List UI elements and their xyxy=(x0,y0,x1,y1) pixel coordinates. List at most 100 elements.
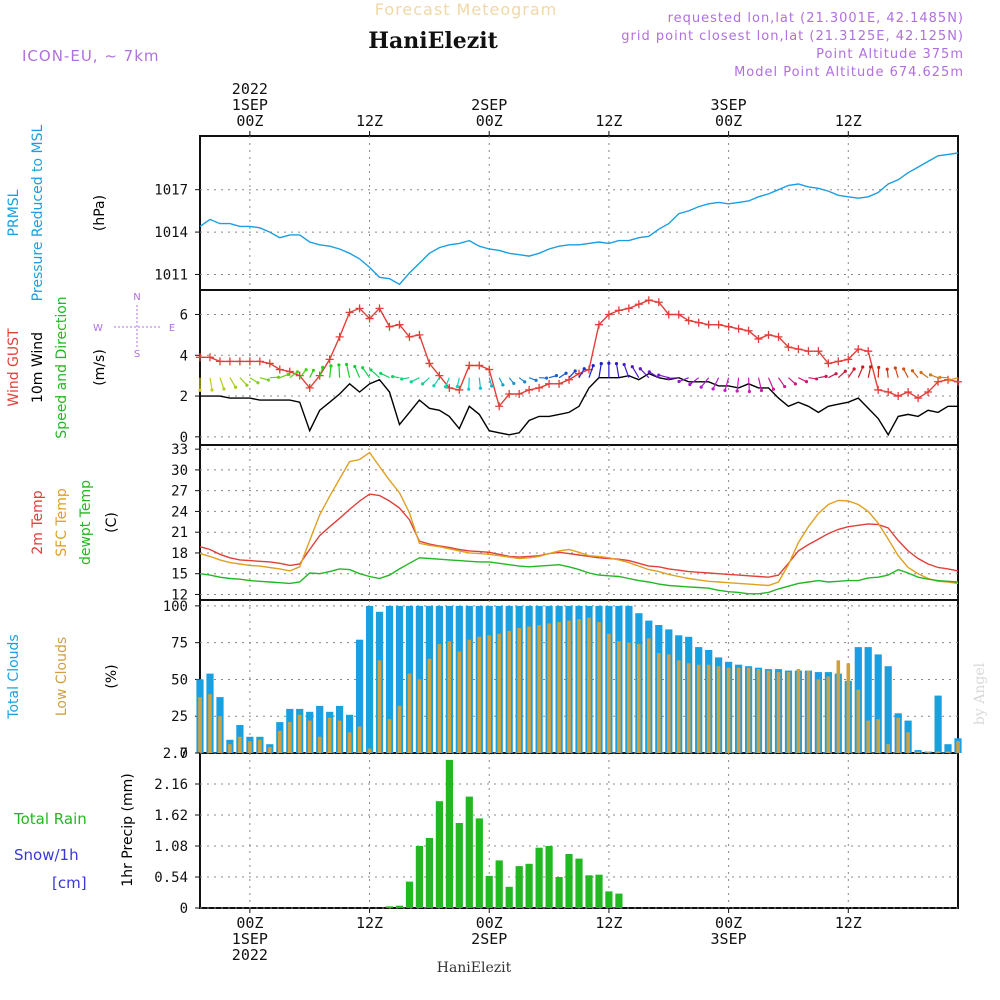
ytick-label-temp-1: 15 xyxy=(171,567,188,583)
gust-point-1 xyxy=(205,353,214,362)
gust-point-35 xyxy=(545,379,554,388)
wind-barb-28 xyxy=(478,377,482,389)
gust-point-43 xyxy=(624,304,633,313)
panel-frame-pressure xyxy=(199,135,959,291)
wind-barb-head-72 xyxy=(910,369,915,373)
bar-clouds-1-24 xyxy=(437,644,442,753)
bar-clouds-1-52 xyxy=(716,666,721,753)
wind-barb-51 xyxy=(700,377,710,388)
gust-point-74 xyxy=(934,377,943,386)
bar-clouds-1-71 xyxy=(906,732,910,753)
wind-barb-71 xyxy=(903,368,909,378)
wind-barb-43 xyxy=(623,364,630,378)
wind-barb-head-74 xyxy=(928,373,933,377)
top-tick-label-0-0: 2022 xyxy=(232,80,268,98)
bar-clouds-1-64 xyxy=(836,660,841,753)
bar-clouds-1-58 xyxy=(776,672,781,753)
wind-barb-head-19 xyxy=(379,371,383,375)
bar-clouds-1-66 xyxy=(856,689,861,753)
bar-clouds-0-67 xyxy=(864,647,872,753)
wind-barb-head-76 xyxy=(948,378,952,382)
footer-location: HaniElezit xyxy=(437,960,512,976)
wind-barb-head-69 xyxy=(885,367,889,371)
wind-barb-48 xyxy=(668,377,679,379)
gust-point-4 xyxy=(235,357,244,366)
gust-point-20 xyxy=(395,320,404,329)
series-temp-1 xyxy=(199,451,959,587)
wind-barb-head-27 xyxy=(467,387,471,391)
wind-barb-head-24 xyxy=(432,384,436,388)
wind-barb-head-0 xyxy=(198,388,202,392)
bar-clouds-1-57 xyxy=(766,670,771,753)
wind-barb-66 xyxy=(857,366,864,378)
bar-clouds-1-1 xyxy=(208,694,212,753)
wind-barb-head-68 xyxy=(877,365,881,370)
wind-barb-head-22 xyxy=(409,380,413,384)
gust-point-63 xyxy=(824,359,833,368)
gust-point-64 xyxy=(834,357,843,366)
top-title: Forecast Meteogram xyxy=(375,0,557,19)
bar-clouds-1-28 xyxy=(477,636,482,753)
bar-clouds-1-14 xyxy=(337,720,342,753)
wind-barb-52 xyxy=(712,377,720,390)
gust-point-17 xyxy=(365,314,374,323)
precip-label-axis: 1hr Precip (mm) xyxy=(120,773,136,886)
gust-point-8 xyxy=(275,365,284,374)
requested-coords: requested lon,lat (21.3001E, 42.1485N) xyxy=(668,11,964,26)
bar-clouds-0-74 xyxy=(934,695,942,753)
ytick-label-wind-0: 0 xyxy=(180,430,188,446)
gust-point-40 xyxy=(594,320,603,329)
gust-point-16 xyxy=(355,304,364,313)
gust-point-48 xyxy=(674,310,683,319)
ytick-label-temp-0: 12 xyxy=(171,587,188,603)
gust-point-31 xyxy=(505,390,514,399)
bar-clouds-1-54 xyxy=(736,667,741,753)
wind-barb-25 xyxy=(444,377,450,387)
gust-point-49 xyxy=(684,316,693,325)
ytick-label-wind-1: 2 xyxy=(180,389,188,405)
wind-barb-head-32 xyxy=(523,380,527,384)
wind-barb-head-2 xyxy=(222,387,226,391)
bar-clouds-1-38 xyxy=(577,619,581,753)
panel-label-temp-3: (C) xyxy=(104,512,120,533)
bar-clouds-1-29 xyxy=(487,635,491,753)
gust-point-42 xyxy=(614,306,623,315)
bar-precip-0-9 xyxy=(475,818,483,908)
bar-clouds-1-23 xyxy=(427,658,432,753)
panel-label-wind-1: 10m Wind xyxy=(30,332,46,403)
wind-barb-head-41 xyxy=(607,361,611,365)
gust-point-7 xyxy=(265,359,274,368)
wind-barb-head-42 xyxy=(614,362,619,366)
bar-precip-0-14 xyxy=(525,863,533,908)
wind-barb-45 xyxy=(639,368,650,379)
top-tick-label-4-1: 00Z xyxy=(715,112,742,130)
wind-barb-head-58 xyxy=(783,384,787,389)
wind-barb-16 xyxy=(354,366,361,378)
bar-clouds-1-72 xyxy=(916,751,920,753)
gust-point-26 xyxy=(455,385,464,394)
wind-barb-9 xyxy=(289,371,298,379)
gust-point-2 xyxy=(215,357,224,366)
top-tick-label-4-0: 3SEP xyxy=(711,96,747,114)
top-tick-label-0-1: 1SEP xyxy=(232,96,268,114)
ytick-label-wind-2: 4 xyxy=(180,348,188,364)
bar-clouds-1-4 xyxy=(238,736,242,753)
wind-barb-53 xyxy=(724,377,730,391)
wind-barb-42 xyxy=(615,363,620,378)
bar-clouds-1-11 xyxy=(307,720,312,753)
wind-barb-head-34 xyxy=(545,376,549,380)
wind-barb-14 xyxy=(338,364,341,378)
bar-clouds-1-35 xyxy=(547,623,551,753)
point-altitude: Point Altitude 375m xyxy=(816,47,964,62)
gust-point-44 xyxy=(634,300,643,309)
bar-clouds-1-75 xyxy=(946,751,950,753)
gust-point-70 xyxy=(894,392,903,401)
gust-point-34 xyxy=(535,383,544,392)
gust-point-21 xyxy=(405,332,414,341)
ytick-label-temp-6: 30 xyxy=(171,463,188,479)
wind-barb-head-70 xyxy=(893,366,897,370)
wind-barb-head-67 xyxy=(869,365,873,369)
precip-label-snow: Snow/1h xyxy=(14,846,79,864)
bar-clouds-1-5 xyxy=(248,741,252,753)
